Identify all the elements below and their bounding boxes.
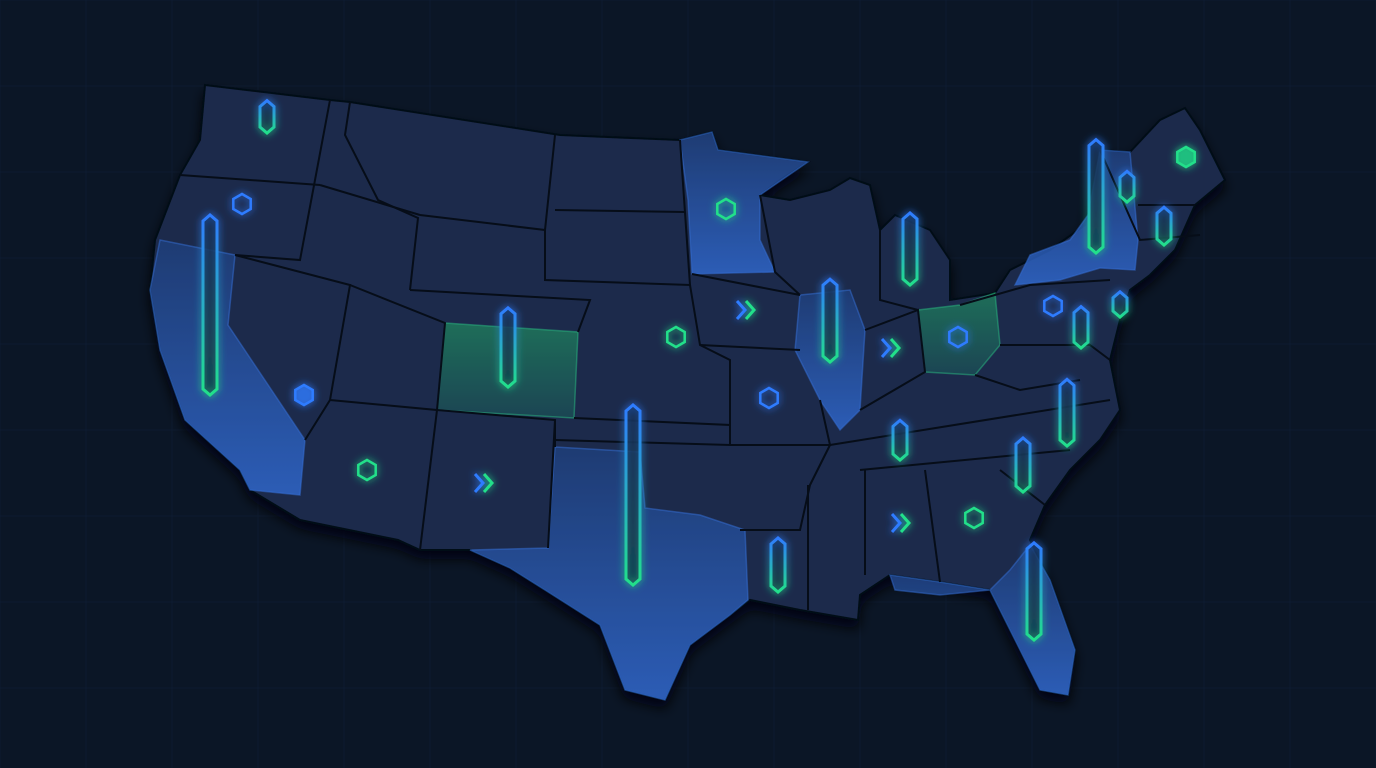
state-border <box>329 284 447 412</box>
hexagon-icon-nv[interactable] <box>294 383 314 407</box>
state-border <box>343 101 420 291</box>
us-outline <box>148 83 1227 702</box>
state-border <box>959 279 1111 306</box>
chevron-left-stroke <box>880 338 893 358</box>
state-border <box>859 308 927 411</box>
state-border <box>691 273 801 296</box>
state-border <box>419 409 438 551</box>
state-ca-highlight[interactable] <box>149 239 306 496</box>
chevron-left-stroke <box>473 473 486 493</box>
hexagon-icon-mn[interactable] <box>716 197 736 221</box>
hexagon-icon-me[interactable] <box>1176 145 1196 169</box>
state-border <box>1000 344 1111 361</box>
state-border <box>924 469 941 583</box>
chevron-icon-in[interactable] <box>880 338 902 358</box>
state-border <box>1099 149 1201 242</box>
state-border <box>554 417 731 447</box>
chevron-right-stroke <box>889 338 902 358</box>
chevron-right-stroke <box>482 473 495 493</box>
state-borders <box>179 99 1201 610</box>
state-border <box>740 444 831 531</box>
state-border <box>409 289 592 333</box>
chevron-icon-nm[interactable] <box>473 473 495 493</box>
state-border <box>234 254 352 441</box>
chevron-icon-al[interactable] <box>890 513 912 533</box>
state-mn-highlight[interactable] <box>679 131 811 275</box>
state-border <box>234 99 331 262</box>
state-ny-highlight[interactable] <box>1013 149 1139 286</box>
chevron-right-stroke <box>899 513 912 533</box>
chevron-right-stroke <box>744 300 757 320</box>
hexagon-icon-oh[interactable] <box>948 325 968 349</box>
state-tx-highlight[interactable] <box>469 446 749 701</box>
hexagon-icon-mo[interactable] <box>759 386 779 410</box>
hexagon-icon-az[interactable] <box>357 458 377 482</box>
state-border <box>699 344 801 351</box>
state-border <box>879 230 919 311</box>
hexagon-icon-pa[interactable] <box>1043 294 1063 318</box>
state-border <box>179 174 321 186</box>
chevron-left-stroke <box>735 300 748 320</box>
state-border <box>319 184 421 216</box>
state-border <box>974 374 1081 392</box>
chevron-left-stroke <box>890 513 903 533</box>
state-border <box>554 209 686 213</box>
state-border <box>859 449 1071 471</box>
state-border <box>689 284 731 425</box>
state-border <box>544 139 692 287</box>
chevron-icon-ia[interactable] <box>735 300 757 320</box>
hexagon-icon-or[interactable] <box>232 192 252 216</box>
state-border <box>759 194 801 296</box>
hexagon-icon-ne[interactable] <box>666 325 686 349</box>
hexagon-icon-ga[interactable] <box>964 506 984 530</box>
